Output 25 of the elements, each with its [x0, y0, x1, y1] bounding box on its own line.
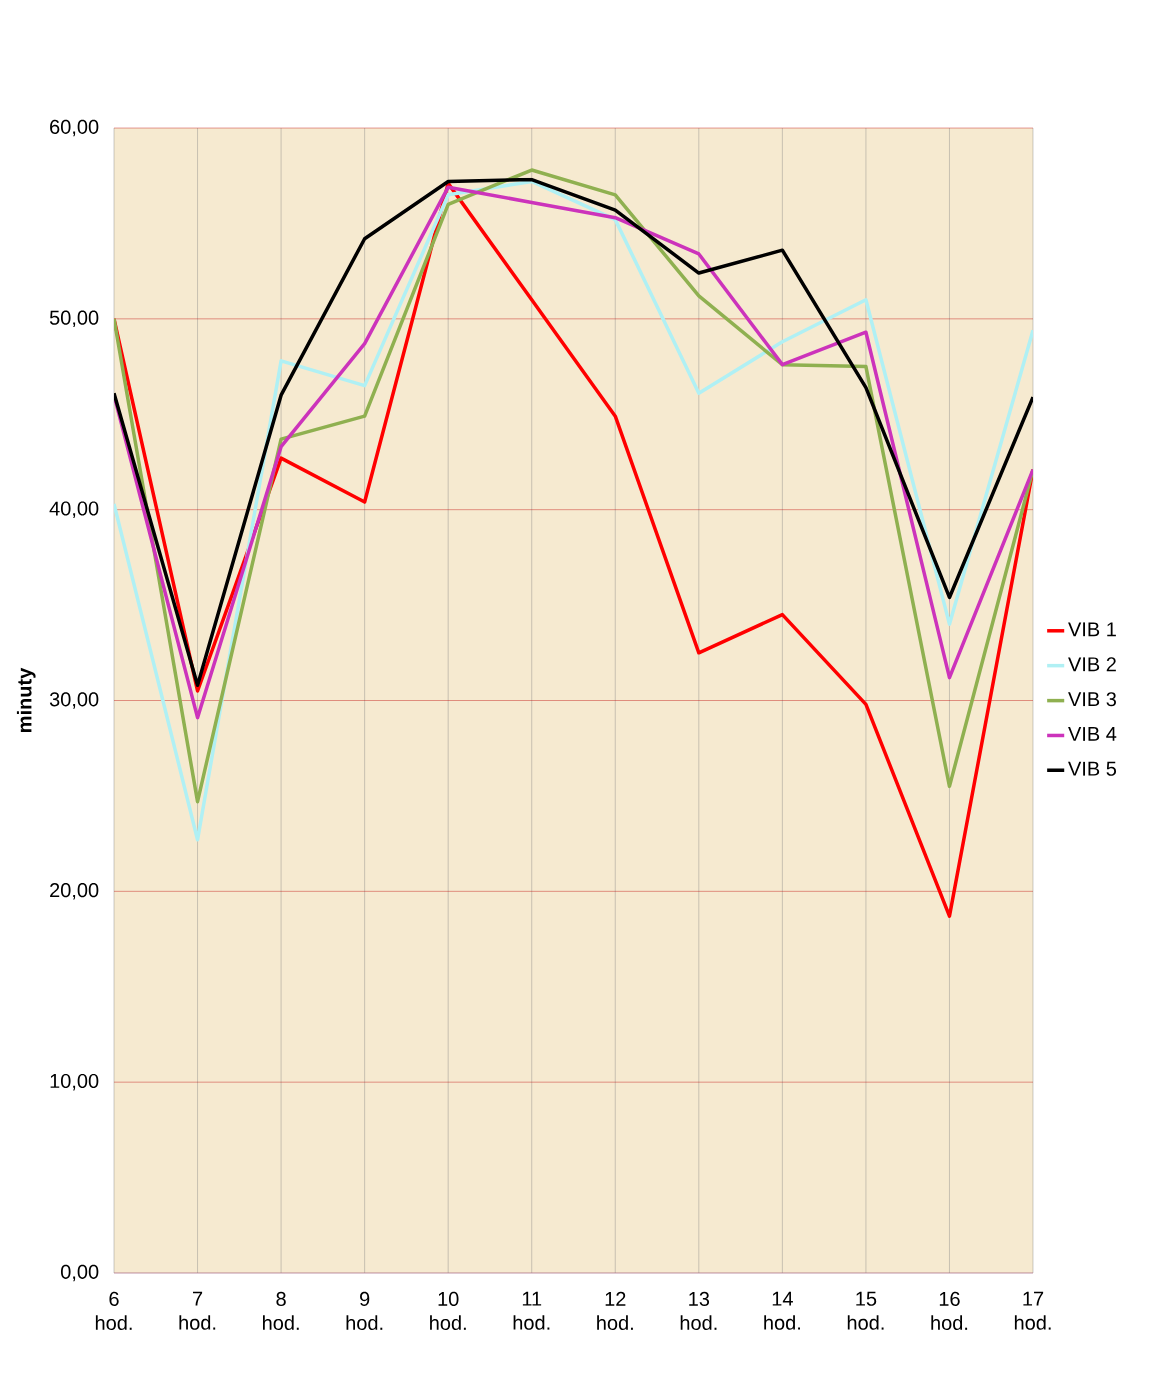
y-tick-label: 20,00	[50, 883, 99, 900]
legend-label: VIB 3	[1068, 692, 1116, 707]
x-tick-label: 14 hod.	[764, 1291, 800, 1330]
x-tick-label: 13 hod.	[680, 1291, 717, 1331]
x-tick-label: 9 hod.	[346, 1291, 383, 1331]
x-tick-label: 6 hod.	[95, 1291, 132, 1331]
legend-label: VIB 4	[1068, 727, 1117, 741]
x-tick-label: 16 hod.	[931, 1291, 968, 1331]
legend-label: VIB 1	[1068, 622, 1116, 637]
x-tick-label: 10 hod.	[430, 1291, 466, 1331]
x-tick-label: 15 hod.	[847, 1291, 884, 1330]
x-tick-label: 8 hod.	[263, 1291, 299, 1331]
x-tick-label: 12 hod.	[597, 1291, 633, 1331]
x-tick-label: 7 hod.	[179, 1291, 216, 1330]
y-tick-label: 30,00	[49, 692, 99, 709]
y-tick-label: 50,00	[49, 310, 99, 328]
y-tick-label: 60,00	[50, 119, 99, 137]
y-axis-title: minuty	[16, 667, 36, 732]
legend-label: VIB 2	[1068, 657, 1116, 672]
y-tick-label: 0,00	[60, 1264, 99, 1282]
legend-label: VIB 5	[1068, 761, 1117, 776]
y-tick-label: 40,00	[49, 501, 99, 518]
x-tick-label: 17 hod.	[1014, 1291, 1051, 1330]
y-tick-label: 10,00	[50, 1073, 99, 1091]
x-tick-label: 11 hod.	[513, 1291, 550, 1330]
